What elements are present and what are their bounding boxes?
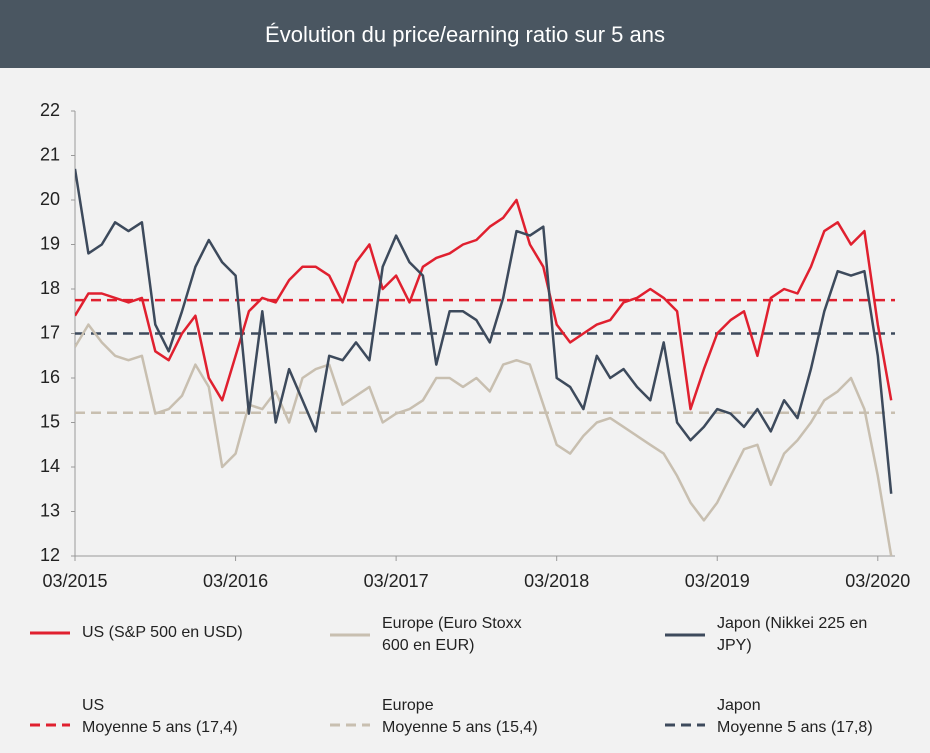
legend-label: Japon	[717, 697, 761, 714]
legend-label: Europe	[382, 697, 434, 714]
chart-title: Évolution du price/earning ratio sur 5 a…	[265, 22, 665, 47]
y-tick-label: 19	[40, 233, 60, 253]
legend-label: Moyenne 5 ans (17,8)	[717, 719, 873, 736]
legend-label: JPY)	[717, 637, 752, 654]
series-line	[75, 168, 893, 494]
legend-label: 600 en EUR)	[382, 637, 475, 654]
y-tick-label: 15	[40, 411, 60, 431]
x-tick-label: 03/2016	[203, 571, 268, 591]
y-tick-label: 18	[40, 278, 60, 298]
legend-label: US	[82, 697, 104, 714]
y-tick-label: 20	[40, 189, 60, 209]
y-tick-label: 21	[40, 144, 60, 164]
y-tick-label: 16	[40, 367, 60, 387]
y-tick-label: 12	[40, 545, 60, 565]
x-tick-label: 03/2020	[845, 571, 910, 591]
x-tick-label: 03/2017	[364, 571, 429, 591]
y-tick-label: 14	[40, 456, 60, 476]
x-tick-label: 03/2018	[524, 571, 589, 591]
legend-label: Moyenne 5 ans (15,4)	[382, 719, 538, 736]
series-line	[75, 198, 893, 411]
series-line	[75, 323, 893, 556]
header	[0, 0, 930, 68]
legend-label: Japon (Nikkei 225 en	[717, 615, 867, 632]
y-tick-label: 17	[40, 322, 60, 342]
x-tick-label: 03/2015	[42, 571, 107, 591]
legend-label: US (S&P 500 en USD)	[82, 624, 243, 641]
y-tick-label: 22	[40, 100, 60, 120]
x-tick-label: 03/2019	[685, 571, 750, 591]
y-tick-label: 13	[40, 500, 60, 520]
legend-label: Europe (Euro Stoxx	[382, 615, 522, 632]
legend-label: Moyenne 5 ans (17,4)	[82, 719, 238, 736]
